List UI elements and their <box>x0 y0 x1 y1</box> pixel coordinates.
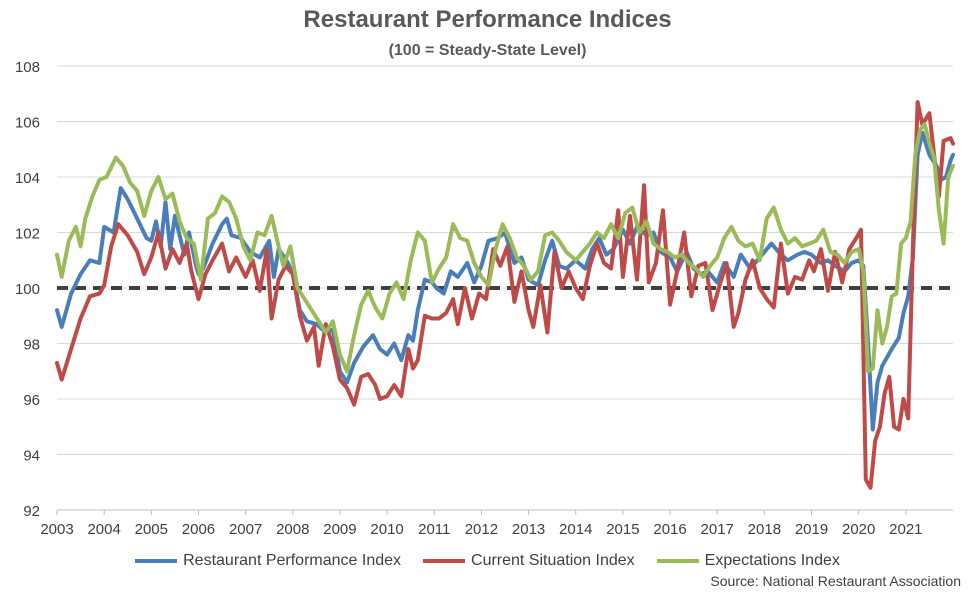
legend-swatch-expectations <box>656 559 699 563</box>
x-tick-label: 2014 <box>559 521 592 538</box>
series-lines <box>55 100 955 490</box>
x-tick-label: 2004 <box>87 521 120 538</box>
y-tick-label: 104 <box>15 170 40 187</box>
y-axis-ticks: 92 94 96 98 100 102 104 106 108 <box>15 59 40 520</box>
x-tick-label: 2006 <box>182 521 215 538</box>
x-tick-label: 2007 <box>229 521 262 538</box>
legend-swatch-current <box>423 559 466 563</box>
x-tick-label: 2010 <box>370 521 403 538</box>
x-tick-label: 2013 <box>512 521 545 538</box>
x-tick-label: 2009 <box>323 521 356 538</box>
legend: Restaurant Performance Index Current Sit… <box>0 551 975 571</box>
x-tick-label: 2018 <box>748 521 781 538</box>
chart-title: Restaurant Performance Indices <box>303 6 672 33</box>
series-line-expectations-index <box>55 122 955 374</box>
x-tick-label: 2012 <box>465 521 498 538</box>
series-line-current-situation-index <box>55 100 955 490</box>
legend-label-rpi: Restaurant Performance Index <box>183 552 402 569</box>
x-tick-label: 2016 <box>653 521 686 538</box>
x-tick-label: 2011 <box>418 521 450 538</box>
x-tick-label: 2015 <box>606 521 639 538</box>
y-tick-label: 96 <box>23 392 40 409</box>
legend-swatch-rpi <box>135 559 178 563</box>
y-tick-label: 94 <box>23 448 40 465</box>
source-note: Source: National Restaurant Association <box>710 573 961 589</box>
x-tick-label: 2005 <box>135 521 168 538</box>
legend-label-expectations: Expectations Index <box>704 552 840 569</box>
legend-item-rpi: Restaurant Performance Index <box>135 551 401 571</box>
y-tick-label: 102 <box>15 226 40 243</box>
x-tick-label: 2008 <box>276 521 309 538</box>
y-tick-label: 98 <box>23 337 40 354</box>
x-tick-label: 2017 <box>701 521 734 538</box>
x-tick-label: 2019 <box>795 521 828 538</box>
x-axis-ticks: 2003 2004 2005 2006 2007 2008 2009 2010 2011 2012… <box>40 510 923 538</box>
y-tick-label: 100 <box>15 281 40 298</box>
x-tick-label: 2003 <box>40 521 73 538</box>
x-tick-label: 2021 <box>889 521 922 538</box>
y-tick-label: 106 <box>15 115 40 132</box>
y-tick-label: 92 <box>23 503 40 520</box>
legend-item-current: Current Situation Index <box>423 551 635 571</box>
chart-subtitle: (100 = Steady-State Level) <box>388 42 587 59</box>
legend-label-current: Current Situation Index <box>471 552 635 569</box>
x-tick-label: 2020 <box>842 521 875 538</box>
y-tick-label: 108 <box>15 59 40 76</box>
legend-item-expectations: Expectations Index <box>656 551 840 571</box>
